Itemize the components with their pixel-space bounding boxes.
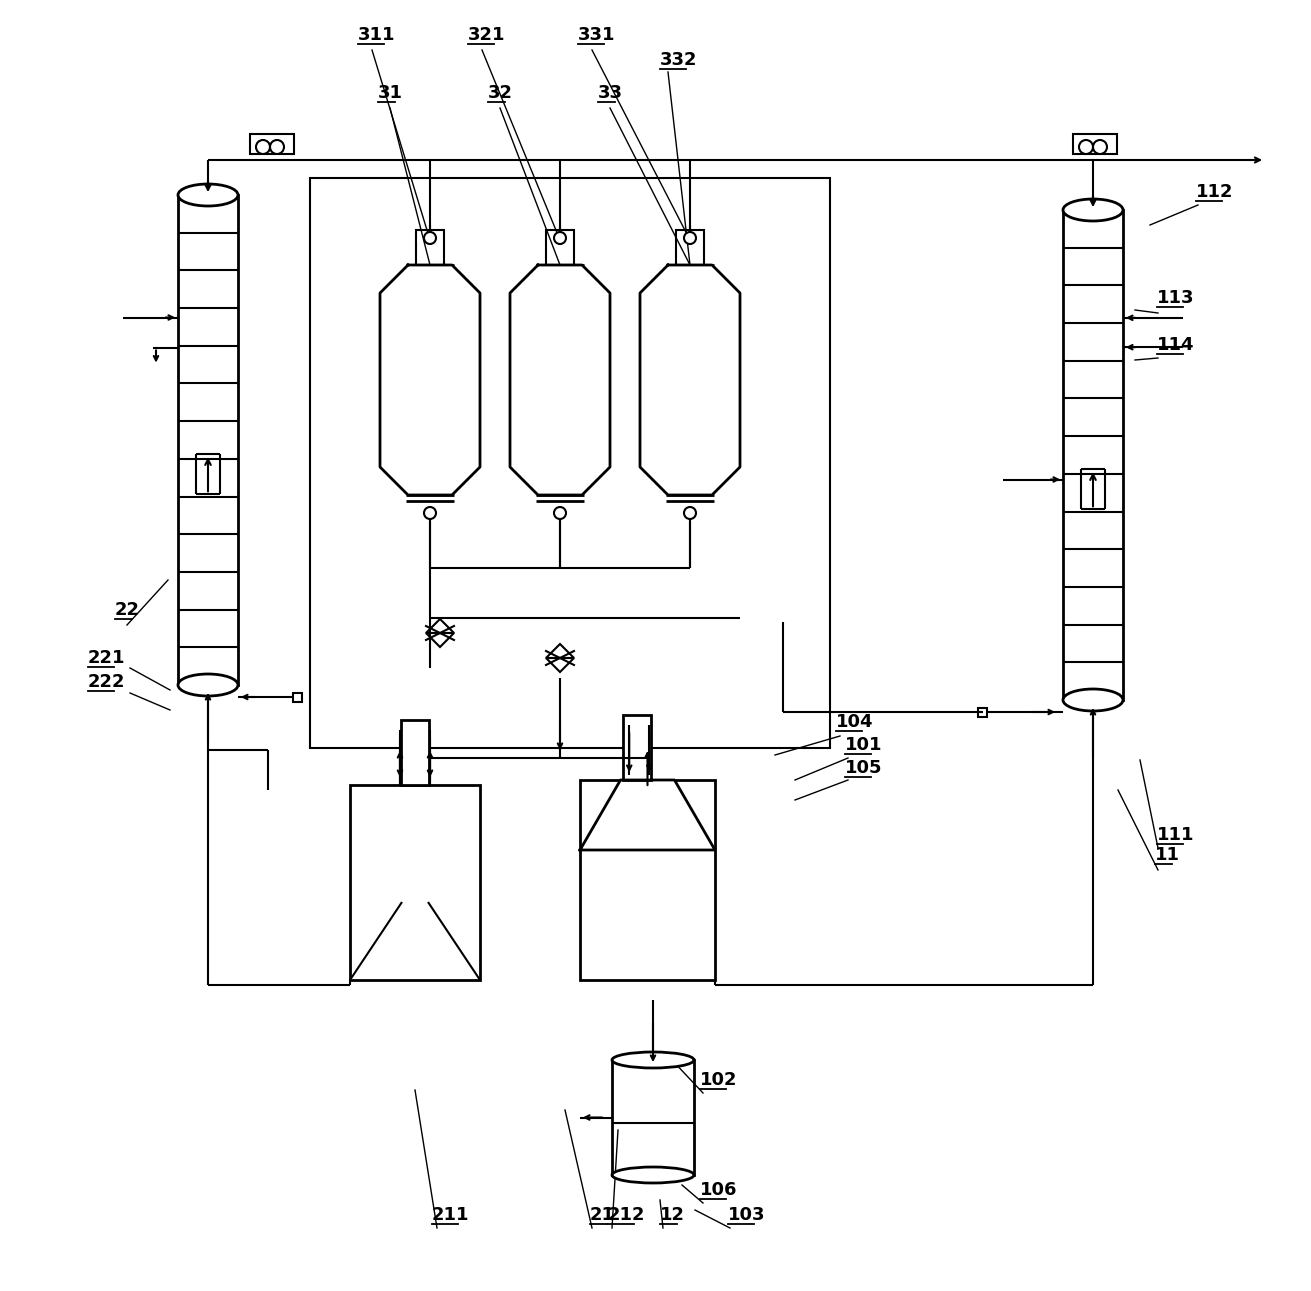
Bar <box>178 195 239 686</box>
Text: 112: 112 <box>1196 183 1234 201</box>
Text: 331: 331 <box>578 26 615 44</box>
Text: 332: 332 <box>659 52 697 68</box>
Circle shape <box>1093 139 1106 154</box>
Text: 114: 114 <box>1158 336 1194 354</box>
Circle shape <box>555 232 566 244</box>
Ellipse shape <box>612 1052 694 1068</box>
Bar <box>1072 134 1117 154</box>
Ellipse shape <box>1063 199 1124 221</box>
Text: 101: 101 <box>846 736 882 754</box>
Text: 102: 102 <box>700 1072 738 1090</box>
Text: 105: 105 <box>846 759 882 777</box>
Text: 211: 211 <box>433 1206 469 1224</box>
Bar <box>623 715 652 780</box>
Circle shape <box>684 232 696 244</box>
Text: 33: 33 <box>598 84 623 102</box>
Text: 32: 32 <box>488 84 513 102</box>
Bar <box>250 134 294 154</box>
Text: 221: 221 <box>88 649 126 667</box>
Bar <box>612 1060 694 1175</box>
Text: 222: 222 <box>88 673 126 691</box>
Bar <box>676 230 704 265</box>
Text: 212: 212 <box>608 1206 645 1224</box>
Text: 22: 22 <box>115 602 140 618</box>
Polygon shape <box>579 780 714 849</box>
Bar <box>545 230 574 265</box>
Ellipse shape <box>178 185 239 207</box>
Text: 104: 104 <box>836 713 873 731</box>
Text: 21: 21 <box>590 1206 615 1224</box>
Circle shape <box>423 507 437 519</box>
Ellipse shape <box>1063 689 1124 711</box>
Circle shape <box>256 139 270 154</box>
Text: 12: 12 <box>659 1206 686 1224</box>
Bar <box>1063 210 1124 700</box>
Bar <box>292 692 302 701</box>
Circle shape <box>1079 139 1093 154</box>
Text: 111: 111 <box>1158 826 1194 844</box>
Text: 321: 321 <box>468 26 506 44</box>
Ellipse shape <box>178 674 239 696</box>
Bar <box>401 720 429 785</box>
Bar <box>416 230 444 265</box>
Circle shape <box>684 507 696 519</box>
Polygon shape <box>510 265 610 494</box>
Bar <box>309 178 830 747</box>
Bar <box>978 707 987 717</box>
Text: 113: 113 <box>1158 289 1194 307</box>
Circle shape <box>423 232 437 244</box>
Circle shape <box>270 139 284 154</box>
Text: 311: 311 <box>358 26 396 44</box>
Polygon shape <box>640 265 739 494</box>
Bar <box>579 780 714 980</box>
Text: 11: 11 <box>1155 846 1180 864</box>
Text: 103: 103 <box>728 1206 766 1224</box>
Circle shape <box>555 507 566 519</box>
Text: 106: 106 <box>700 1181 738 1199</box>
Bar <box>350 785 480 980</box>
Ellipse shape <box>612 1167 694 1183</box>
Polygon shape <box>380 265 480 494</box>
Text: 31: 31 <box>378 84 402 102</box>
